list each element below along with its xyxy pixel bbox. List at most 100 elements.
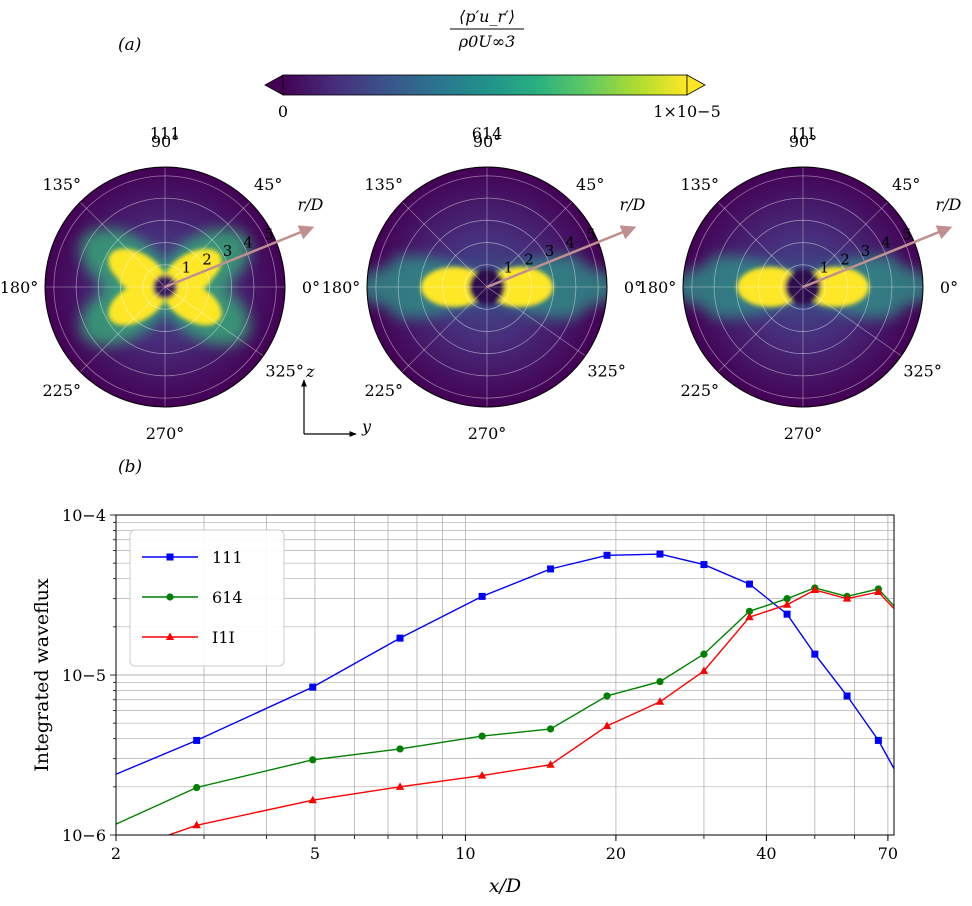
radial-tick-label: 5 bbox=[586, 225, 596, 243]
data-point-triangle bbox=[655, 697, 665, 705]
radial-axis-arrow bbox=[802, 225, 953, 289]
polar-angle-label: 45° bbox=[254, 175, 282, 194]
data-point-square bbox=[700, 561, 708, 569]
series-614 bbox=[116, 584, 894, 825]
radial-tick-label: 1 bbox=[182, 259, 192, 277]
polar-title: I1I bbox=[792, 124, 815, 143]
data-point-triangle bbox=[395, 782, 405, 790]
data-point-square bbox=[745, 580, 753, 588]
polar-grid-spoke bbox=[486, 286, 586, 357]
data-point-triangle bbox=[192, 820, 201, 829]
data-point-circle bbox=[700, 650, 708, 658]
polar-angle-label: 135° bbox=[42, 175, 81, 194]
polar-angle-label: 135° bbox=[680, 175, 719, 194]
polar-title: 614 bbox=[472, 124, 503, 143]
polar-core bbox=[421, 267, 553, 307]
series bbox=[116, 550, 894, 835]
x-tick-label: 20 bbox=[606, 844, 626, 863]
data-point-circle bbox=[193, 783, 201, 792]
x-tick-label: 2 bbox=[111, 844, 121, 863]
radial-tick-label: 5 bbox=[902, 225, 912, 243]
polar-core bbox=[737, 267, 869, 307]
colorbar-gradient bbox=[282, 74, 688, 96]
radial-tick-label: 4 bbox=[565, 234, 575, 252]
polar-angle-label: 180° bbox=[638, 278, 677, 297]
data-point-triangle bbox=[602, 721, 612, 730]
polar-grid-ring bbox=[397, 197, 577, 377]
legend: 111 614 I1I bbox=[129, 529, 285, 667]
axis-indicator-y: y bbox=[361, 417, 372, 436]
legend-box bbox=[129, 529, 285, 667]
y-tick-label: 10−4 bbox=[62, 506, 106, 525]
polar-angle-label: 45° bbox=[576, 175, 604, 194]
data-point-triangle bbox=[842, 594, 852, 602]
polar-grid-spoke bbox=[401, 201, 488, 288]
radial-tick-label: 2 bbox=[524, 250, 534, 268]
data-point-triangle bbox=[699, 666, 709, 674]
polar-grid-ring bbox=[735, 219, 871, 355]
polar-grid-spoke bbox=[717, 201, 804, 288]
colorbar: 0 1×10−5 bbox=[264, 74, 721, 121]
legend-label: I1I bbox=[212, 628, 235, 647]
polar-angle-label: 325° bbox=[903, 362, 942, 381]
polar-grid-ring bbox=[75, 197, 255, 377]
data-point-square bbox=[396, 634, 404, 642]
polar-angle-label: 90° bbox=[789, 132, 817, 151]
polar-grid-spoke bbox=[79, 201, 166, 288]
polar-grid-spoke bbox=[164, 286, 264, 357]
radial-tick-label: 1 bbox=[504, 259, 514, 277]
data-point-circle bbox=[783, 595, 791, 603]
colorbar-title: ⟨p′u_r′⟩ ρ0U∞3 bbox=[450, 7, 524, 51]
colorbar-max-label: 1×10−5 bbox=[653, 102, 721, 121]
polar-angle-label: 180° bbox=[322, 278, 361, 297]
data-point-triangle bbox=[745, 612, 754, 621]
panel-b-label: (b) bbox=[118, 457, 142, 477]
data-point-circle bbox=[745, 607, 754, 615]
data-point-circle bbox=[166, 593, 174, 601]
radial-axis-label: r/D bbox=[619, 195, 645, 214]
polar-grid-ring bbox=[375, 175, 599, 399]
waveflux-line-chart: 2 5 10 20 40 70 10−6 10−5 10−4 x/D Integrated wa… bbox=[31, 506, 898, 897]
data-point-square bbox=[843, 692, 851, 700]
polar-title: 111 bbox=[150, 124, 181, 143]
polar-grid-ring bbox=[142, 264, 188, 310]
radial-tick-label: 3 bbox=[223, 242, 233, 260]
radial-axis-label: r/D bbox=[297, 195, 323, 214]
series-111 bbox=[116, 550, 894, 775]
polar-grid-ring bbox=[97, 219, 233, 355]
data-point-triangle bbox=[308, 795, 317, 804]
polar-angle-label: 0° bbox=[302, 278, 320, 297]
y-tick-label: 10−6 bbox=[62, 826, 106, 845]
ticks: 2 5 10 20 40 70 10−6 10−5 10−4 bbox=[62, 506, 898, 863]
axis-indicator: z y bbox=[301, 362, 372, 437]
colorbar-min-label: 0 bbox=[278, 102, 288, 121]
data-point-square bbox=[478, 592, 486, 600]
data-point-triangle bbox=[546, 760, 555, 768]
polar-grid-ring bbox=[464, 264, 510, 310]
colorbar-title-denominator: ρ0U∞3 bbox=[458, 32, 516, 51]
polar-angle-label: 225° bbox=[680, 381, 719, 400]
radial-tick-label: 5 bbox=[264, 225, 274, 243]
polar-plot-3: I1I 0° 45° 90° 135° 180° 225° 270° 325° r/D 1 2 3 4 5 bbox=[638, 124, 962, 443]
data-point-triangle bbox=[477, 771, 487, 779]
polar-plot-2: 614 0° 45° 90° 135° 180° 225° 270° 325° r/D 1 2 3 4 5 bbox=[322, 124, 646, 443]
polar-grid-spoke bbox=[486, 201, 573, 288]
x-tick-label: 10 bbox=[455, 844, 475, 863]
radial-axis-arrow bbox=[164, 225, 315, 289]
radial-tick-label: 1 bbox=[820, 259, 830, 277]
polar-grid-spoke bbox=[79, 286, 166, 373]
polar-grid-spoke bbox=[717, 286, 804, 373]
colorbar-title-numerator: ⟨p′u_r′⟩ bbox=[459, 7, 515, 26]
data-point-triangle bbox=[874, 587, 883, 596]
polar-angle-label: 0° bbox=[940, 278, 958, 297]
polar-grid-ring bbox=[691, 175, 915, 399]
x-tick-label: 70 bbox=[878, 844, 898, 863]
data-point-square bbox=[656, 550, 664, 558]
polar-grid-spoke bbox=[401, 286, 488, 373]
radial-tick-label: 3 bbox=[861, 242, 871, 260]
data-point-square bbox=[309, 683, 317, 691]
radial-tick-label: 4 bbox=[243, 234, 253, 252]
polar-plot-1: 111 0° 45° 90° 135° 180° 225° 270° 325° r/D 1 2 3 4 5 bbox=[0, 124, 324, 443]
